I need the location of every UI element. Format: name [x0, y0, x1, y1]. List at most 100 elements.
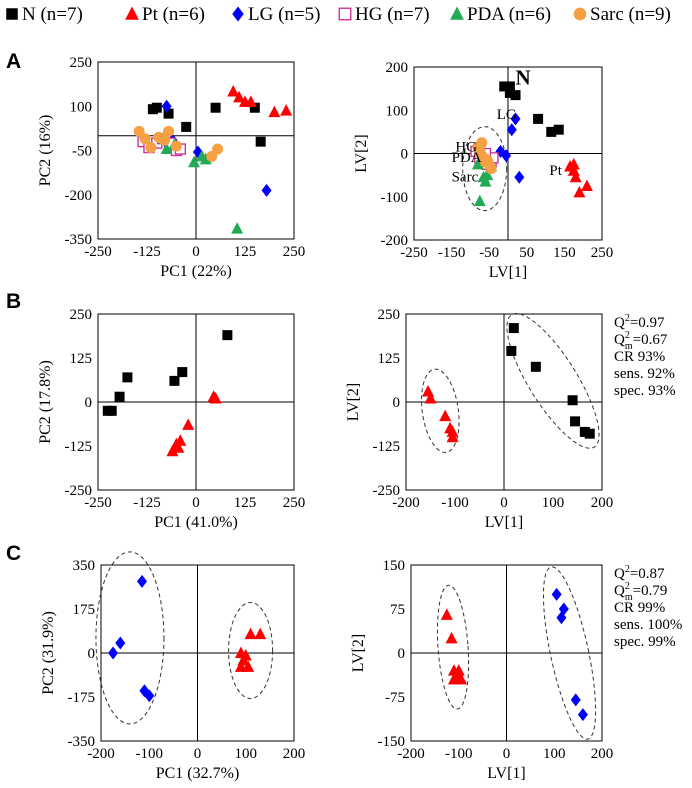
point-b-left-pt-2: [172, 441, 185, 453]
y-tick-label-b-right-2: 0: [393, 395, 401, 411]
point-a-right-n-3: [510, 90, 521, 101]
y-tick-label-c-right-1: 75: [390, 602, 405, 618]
point-a-right-pda-0: [471, 157, 484, 170]
stat-sup-c-right-0: 2: [625, 564, 630, 575]
cluster-ellipse-c-right-1: [542, 566, 597, 740]
point-b-right-n-3: [567, 395, 578, 406]
stat-sup-b-right-1: 2: [625, 330, 630, 341]
y-tick-label-a-right-2: 0: [401, 147, 409, 163]
series-c-left-lg: [108, 574, 155, 703]
point-b-left-n-3: [122, 372, 133, 383]
point-a-left-pda-4: [199, 152, 212, 165]
legend-label-pt: Pt (n=6): [142, 4, 205, 25]
point-a-left-n-1: [151, 102, 162, 113]
chart-a-left: -250 -125 0 125 250 250 100 -50 -200 -350 PC1 (22%…: [37, 55, 305, 280]
y-axis-title-a-right: LV[2]: [353, 134, 370, 173]
y-tick-label-a-right-3: -100: [381, 190, 409, 206]
point-a-left-sarc-0: [133, 125, 145, 137]
x-tick-label-c-right-4: 200: [591, 746, 614, 762]
stat-line-c-right-1: Q2 m=0.79: [614, 581, 667, 603]
y-tick-label-c-right-2: 0: [398, 646, 406, 662]
y-tick-label-c-left-1: 175: [73, 602, 96, 618]
cluster-ellipse-a-right-0: [462, 126, 508, 212]
point-a-left-sarc-8: [212, 143, 224, 155]
annotation-a-right-n: N: [516, 65, 531, 89]
y-tick-label-b-right-4: -250: [373, 483, 401, 499]
stat-line-c-right-0: Q2=0.87: [614, 564, 665, 582]
point-c-left-pt-1: [254, 627, 267, 640]
point-a-left-n-6: [255, 136, 266, 147]
stat-line-b-right-0: Q2=0.97: [614, 313, 665, 331]
point-a-left-sarc-4: [159, 134, 171, 146]
x-tick-label-b-right-1: -100: [441, 495, 469, 511]
x-tick-label-a-left-1: -125: [133, 244, 161, 260]
x-axis-title-b-left: PC1 (41.0%): [154, 514, 238, 531]
x-tick-label-b-right-4: 200: [591, 495, 614, 511]
y-axis-title-b-right: LV[2]: [345, 383, 362, 422]
series-a-right-sarc: [472, 137, 497, 175]
x-tick-label-a-left-2: 0: [192, 244, 200, 260]
x-tick-label-a-right-0: -250: [400, 245, 428, 261]
y-axis-title-a-left: PC2 (16%): [37, 115, 54, 187]
point-a-left-lg-4: [261, 183, 272, 197]
y-axis-title-c-right: LV[2]: [350, 634, 367, 673]
annotation-a-right-sarc: Sarc: [452, 170, 479, 186]
y-tick-label-b-right-3: -125: [373, 439, 401, 455]
point-a-right-pda-4: [473, 194, 486, 207]
stat-line-b-right-3: sens. 92%: [614, 366, 675, 382]
point-a-left-pt-4: [280, 104, 293, 116]
point-c-left-lg-1: [115, 636, 126, 650]
x-tick-label-b-right-3: 100: [542, 495, 565, 511]
x-tick-label-c-left-3: 100: [235, 746, 258, 762]
point-c-left-pt-0: [244, 627, 257, 640]
legend-item-n: N (n=7): [6, 4, 83, 25]
series-a-right-lg: [495, 112, 525, 184]
x-axis-title-a-left: PC1 (22%): [160, 263, 232, 280]
y-tick-label-c-right-3: -75: [385, 690, 405, 706]
legend-item-pda: PDA (n=6): [450, 4, 551, 25]
legend-marker-pda: [450, 6, 464, 20]
stat-line-b-right-2: CR 93%: [614, 349, 665, 365]
point-b-right-n-1: [506, 345, 517, 356]
stat-q-b-right-1: Q: [614, 332, 625, 348]
point-a-left-sarc-2: [145, 142, 157, 154]
panel-label-c: C: [6, 542, 21, 565]
point-b-left-n-4: [169, 375, 180, 386]
point-a-left-pt-0: [227, 85, 240, 97]
cluster-ellipse-b-right-0: [421, 368, 460, 453]
point-a-right-lg-0: [510, 112, 521, 126]
chart-b-left: -250 -125 0 125 250 250 125 0 -125 -250 PC1 (41.0%…: [37, 307, 305, 531]
point-b-left-pt-0: [166, 444, 179, 457]
point-c-right-lg-3: [570, 693, 581, 707]
stat-sup-b-right-0: 2: [625, 313, 630, 324]
chart-c-left: -200 -100 0 100 200 350 175 0 -175 -350 PC1 (32.7%…: [40, 551, 305, 782]
point-b-right-pt-1: [424, 391, 437, 404]
series-b-right-n: [506, 323, 595, 439]
stat-sub-c-right-1: m: [625, 592, 633, 603]
series-c-right-pt: [440, 608, 468, 685]
point-a-left-n-5: [249, 102, 260, 113]
point-c-right-lg-0: [551, 587, 562, 601]
chart-c-right: -200 -100 0 100 200 150 75 0 -75 -150 LV[1] LV[2] Q2…: [350, 558, 682, 782]
point-a-left-pda-0: [160, 142, 173, 155]
series-a-left-pt: [227, 85, 293, 118]
point-b-left-n-1: [106, 405, 117, 416]
x-tick-label-b-left-0: -250: [84, 495, 112, 511]
series-a-right-pt: [564, 157, 593, 198]
cluster-ellipse-c-left-1: [228, 601, 274, 699]
y-tick-label-b-left-1: 125: [70, 351, 93, 367]
annotation-a-right-hg: HG: [455, 139, 477, 155]
legend-marker-lg: [232, 6, 244, 22]
x-tick-label-c-left-2: 0: [194, 746, 202, 762]
y-tick-label-a-left-2: -50: [72, 144, 92, 160]
series-c-right-lg: [551, 587, 588, 722]
point-a-left-n-2: [163, 108, 174, 119]
y-tick-label-b-right-0: 250: [378, 307, 401, 323]
x-tick-label-a-right-3: 50: [519, 245, 534, 261]
x-tick-label-a-right-4: 150: [553, 245, 576, 261]
point-a-right-n-6: [553, 124, 564, 135]
stat-val-b-right-0: =0.97: [630, 315, 665, 331]
point-b-right-pt-0: [422, 384, 435, 397]
point-b-left-pt-4: [182, 418, 195, 430]
